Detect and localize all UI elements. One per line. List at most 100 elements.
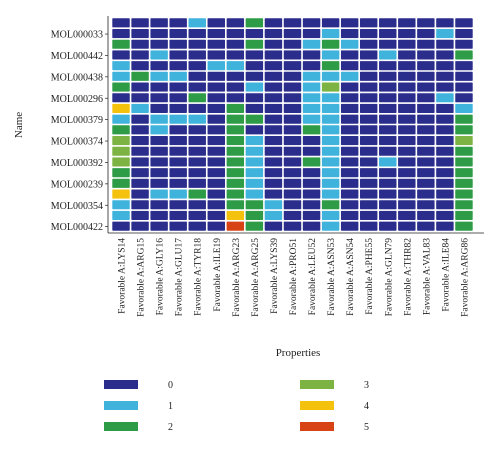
heatmap-cell bbox=[226, 156, 245, 168]
heatmap-cell bbox=[397, 221, 417, 232]
heatmap-cell bbox=[416, 188, 436, 200]
heatmap-cell bbox=[378, 188, 398, 200]
heatmap-cell bbox=[340, 49, 359, 61]
heatmap-cell bbox=[245, 178, 264, 189]
heatmap-cell bbox=[245, 199, 264, 210]
heatmap-cell bbox=[206, 199, 226, 210]
heatmap-cell bbox=[149, 178, 169, 189]
heatmap-cell bbox=[454, 188, 474, 200]
heatmap-cell bbox=[454, 221, 474, 232]
heatmap-cell bbox=[397, 178, 417, 189]
heatmap-cell bbox=[321, 156, 340, 168]
heatmap-cell bbox=[283, 81, 302, 93]
heatmap-cell bbox=[302, 103, 321, 114]
heatmap-cell bbox=[149, 188, 169, 200]
heatmap-cell bbox=[168, 114, 188, 125]
heatmap-cell bbox=[149, 28, 169, 39]
heatmap-cell bbox=[111, 103, 131, 114]
heatmap-cell bbox=[321, 81, 340, 93]
heatmap-cell bbox=[340, 114, 359, 125]
heatmap-cell bbox=[378, 178, 398, 189]
heatmap-cell bbox=[454, 17, 474, 28]
heatmap-cell bbox=[187, 71, 207, 82]
heatmap-cell bbox=[264, 81, 283, 93]
x-tick-label: Favorable A:GLY16 bbox=[156, 238, 166, 316]
heatmap-cell bbox=[416, 71, 436, 82]
y-tick-label: MOL000422 bbox=[51, 222, 103, 233]
heatmap-cell bbox=[416, 178, 436, 189]
heatmap-cell bbox=[111, 17, 131, 28]
legend-label: 3 bbox=[364, 380, 369, 391]
heatmap-cell bbox=[321, 167, 340, 178]
heatmap-cell bbox=[206, 71, 226, 82]
heatmap-cell bbox=[264, 28, 283, 39]
heatmap-cell bbox=[206, 210, 226, 221]
heatmap-cell bbox=[378, 167, 398, 178]
heatmap-cell bbox=[283, 167, 302, 178]
heatmap-cell bbox=[206, 60, 226, 71]
heatmap-cell bbox=[130, 199, 150, 210]
heatmap-cell bbox=[378, 28, 398, 39]
heatmap-cell bbox=[340, 188, 359, 200]
heatmap-cell bbox=[111, 210, 131, 221]
heatmap-cell bbox=[321, 124, 340, 135]
heatmap-cell bbox=[397, 146, 417, 157]
legend: 0 1 2 3 4 5 bbox=[104, 380, 369, 433]
heatmap-cell bbox=[302, 210, 321, 221]
heatmap-cell bbox=[226, 81, 245, 93]
heatmap-cell bbox=[340, 156, 359, 168]
heatmap-cell bbox=[206, 167, 226, 178]
axes bbox=[107, 16, 484, 234]
heatmap-cell bbox=[168, 60, 188, 71]
heatmap-cell bbox=[245, 210, 264, 221]
heatmap-cell bbox=[454, 135, 474, 146]
heatmap-cell bbox=[340, 60, 359, 71]
heatmap-cell bbox=[435, 114, 455, 125]
heatmap-cell bbox=[187, 49, 207, 61]
heatmap-cell bbox=[226, 103, 245, 114]
heatmap-cell bbox=[416, 156, 436, 168]
heatmap-cell bbox=[168, 92, 188, 103]
heatmap-cell bbox=[264, 221, 283, 232]
heatmap-cell bbox=[283, 135, 302, 146]
heatmap-cell bbox=[283, 188, 302, 200]
heatmap-cell bbox=[416, 135, 436, 146]
y-tick-label: MOL000442 bbox=[51, 51, 103, 62]
heatmap-cell bbox=[168, 167, 188, 178]
heatmap-cell bbox=[340, 17, 359, 28]
heatmap-cell bbox=[435, 146, 455, 157]
x-tick-label: Favorable A:VAL83 bbox=[422, 238, 432, 315]
heatmap-cell bbox=[187, 199, 207, 210]
heatmap-cell bbox=[378, 114, 398, 125]
heatmap-cell bbox=[378, 71, 398, 82]
heatmap-cell bbox=[226, 28, 245, 39]
heatmap-cell bbox=[206, 146, 226, 157]
y-tick-label: MOL000354 bbox=[51, 201, 103, 212]
heatmap-cell bbox=[264, 103, 283, 114]
heatmap-cell bbox=[245, 124, 264, 135]
heatmap-cell bbox=[130, 39, 150, 50]
heatmap-cell bbox=[435, 178, 455, 189]
heatmap-cell bbox=[283, 199, 302, 210]
heatmap-cell bbox=[187, 156, 207, 168]
heatmap-cell bbox=[130, 17, 150, 28]
heatmap-cell bbox=[206, 156, 226, 168]
legend-swatch bbox=[104, 380, 138, 389]
heatmap-cell bbox=[245, 114, 264, 125]
heatmap-cell bbox=[359, 135, 379, 146]
heatmap-cell bbox=[359, 17, 379, 28]
heatmap-cell bbox=[359, 71, 379, 82]
heatmap-cell bbox=[340, 28, 359, 39]
heatmap-cell bbox=[149, 39, 169, 50]
heatmap-cell bbox=[187, 135, 207, 146]
heatmap-cell bbox=[168, 146, 188, 157]
heatmap-cell bbox=[111, 60, 131, 71]
heatmap-cell bbox=[130, 114, 150, 125]
heatmap-cell bbox=[264, 188, 283, 200]
heatmap-cell bbox=[454, 81, 474, 93]
heatmap-cell bbox=[168, 49, 188, 61]
heatmap-cell bbox=[454, 210, 474, 221]
heatmap-cell bbox=[245, 221, 264, 232]
heatmap-cell bbox=[283, 156, 302, 168]
heatmap-cell bbox=[359, 103, 379, 114]
